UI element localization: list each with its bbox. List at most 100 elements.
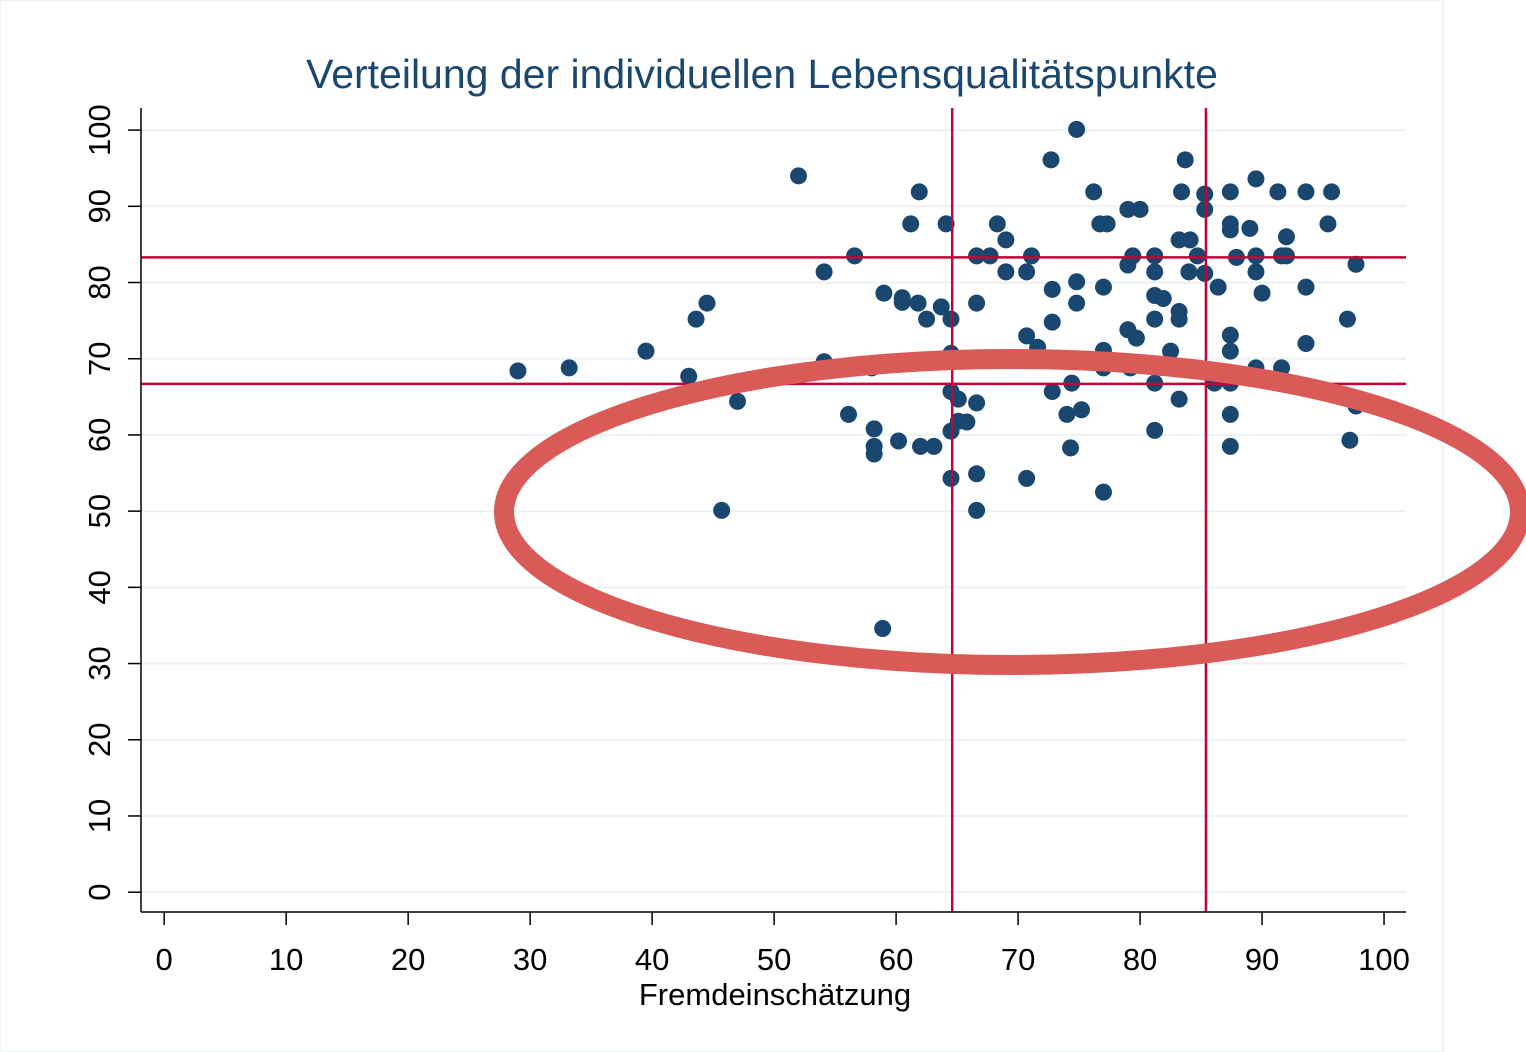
x-tick-label: 10: [269, 942, 303, 977]
point: [1062, 439, 1080, 457]
point: [968, 394, 986, 412]
x-tick-label: 90: [1245, 942, 1279, 977]
point: [1018, 327, 1036, 345]
x-tick-label: 100: [1358, 942, 1410, 977]
point: [1180, 263, 1198, 281]
point: [1068, 273, 1086, 291]
point: [713, 501, 731, 519]
point: [968, 247, 986, 265]
point: [1098, 215, 1116, 233]
point: [968, 465, 986, 483]
point: [1176, 151, 1194, 169]
point: [1042, 151, 1060, 169]
point: [637, 342, 655, 360]
point: [1221, 183, 1239, 201]
point: [1023, 247, 1041, 265]
y-tick-label: 10: [82, 799, 117, 833]
y-tick-label: 0: [82, 884, 117, 901]
point: [1221, 342, 1239, 360]
point: [1297, 183, 1315, 201]
point: [560, 359, 578, 377]
point: [815, 263, 833, 281]
point: [1297, 278, 1315, 296]
point: [1124, 247, 1142, 265]
chart-title: Verteilung der individuellen Lebensquali…: [306, 51, 1218, 97]
point: [1241, 219, 1259, 237]
point: [1018, 263, 1036, 281]
point: [846, 247, 864, 265]
point: [1146, 247, 1164, 265]
y-tick-label: 70: [82, 341, 117, 375]
point: [1247, 263, 1265, 281]
point: [1247, 170, 1265, 188]
point: [1131, 200, 1149, 218]
y-tick-label: 80: [82, 265, 117, 299]
point: [790, 167, 808, 185]
point: [1297, 334, 1315, 352]
point: [1018, 469, 1036, 487]
point: [1043, 382, 1061, 400]
point: [1221, 405, 1239, 423]
point: [958, 413, 976, 431]
point: [1058, 405, 1076, 423]
point: [729, 392, 747, 410]
x-tick-label: 30: [513, 942, 547, 977]
point: [1146, 421, 1164, 439]
point: [1170, 390, 1188, 408]
point: [949, 390, 967, 408]
point: [932, 298, 950, 316]
x-tick-label: 50: [757, 942, 791, 977]
y-tick-label: 100: [82, 104, 117, 156]
point: [911, 437, 929, 455]
point: [910, 183, 928, 201]
point: [1323, 183, 1341, 201]
point: [1347, 255, 1365, 273]
point: [1068, 120, 1086, 138]
point: [1085, 183, 1103, 201]
point: [680, 367, 698, 385]
point: [1277, 228, 1295, 246]
point: [698, 294, 716, 312]
point: [981, 247, 999, 265]
point: [918, 310, 936, 328]
point: [902, 215, 920, 233]
y-tick-label: 90: [82, 189, 117, 223]
point: [1269, 183, 1287, 201]
point: [1043, 280, 1061, 298]
point: [865, 420, 883, 438]
point: [1221, 326, 1239, 344]
point: [1221, 437, 1239, 455]
point: [1162, 342, 1180, 360]
point: [1146, 263, 1164, 281]
grid: [141, 129, 1406, 894]
point: [1127, 329, 1145, 347]
axes: 0 10 20 30 40 50 60 70 80 90 100 0 10 20 30 40 50 60 70 80 9…: [82, 104, 1410, 977]
highlight-ellipse: [494, 349, 1526, 675]
x-tick-label: 60: [879, 942, 913, 977]
point: [997, 231, 1015, 249]
point: [1209, 278, 1227, 296]
y-tick-label: 30: [82, 646, 117, 680]
point: [509, 362, 527, 380]
point: [1170, 310, 1188, 328]
point: [997, 263, 1015, 281]
point: [893, 293, 911, 311]
point: [1338, 310, 1356, 328]
x-tick-label: 20: [391, 942, 425, 977]
point: [925, 437, 943, 455]
x-axis-label: Fremdeinschätzung: [639, 977, 911, 1012]
graph-region: [0, 0, 1444, 1052]
point: [909, 294, 927, 312]
x-tick-label: 80: [1123, 942, 1157, 977]
x-tick-label: 40: [635, 942, 669, 977]
point: [875, 284, 893, 302]
point: [1043, 313, 1061, 331]
point: [840, 405, 858, 423]
point: [1188, 247, 1206, 265]
point: [968, 501, 986, 519]
y-tick-label: 20: [82, 723, 117, 757]
y-tick-label: 50: [82, 494, 117, 528]
point: [968, 294, 986, 312]
point: [1181, 231, 1199, 249]
